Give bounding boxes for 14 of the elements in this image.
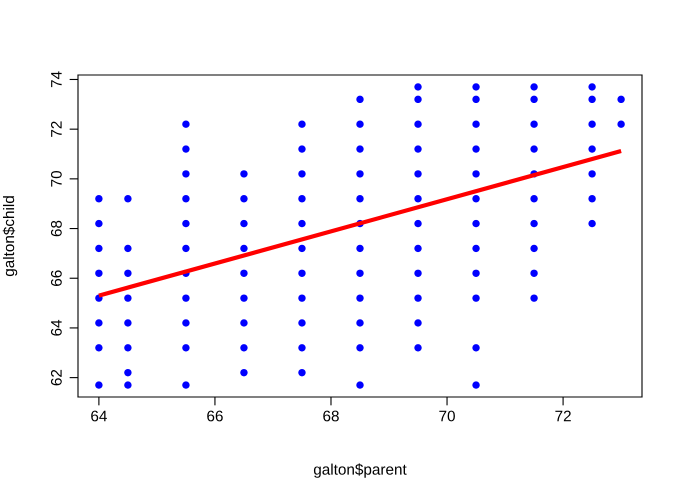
y-tick-label: 74 [51, 71, 62, 88]
y-tick-label: 64 [50, 320, 62, 336]
y-tick-label: 70 [50, 170, 62, 187]
y-tick-label: 68 [50, 220, 62, 236]
y-tick-label: 72 [50, 121, 62, 137]
y-tick-label: 62 [50, 370, 62, 386]
x-tick-label: 66 [207, 410, 223, 422]
x-tick-label: 70 [439, 410, 455, 422]
x-axis-title: galton$parent [314, 463, 407, 478]
x-tick-label: 68 [323, 410, 339, 422]
y-tick-label: 66 [50, 270, 62, 286]
x-tick-label: 64 [91, 410, 107, 422]
y-axis-title: galton$child [2, 196, 18, 276]
x-tick-label: 72 [555, 410, 571, 422]
